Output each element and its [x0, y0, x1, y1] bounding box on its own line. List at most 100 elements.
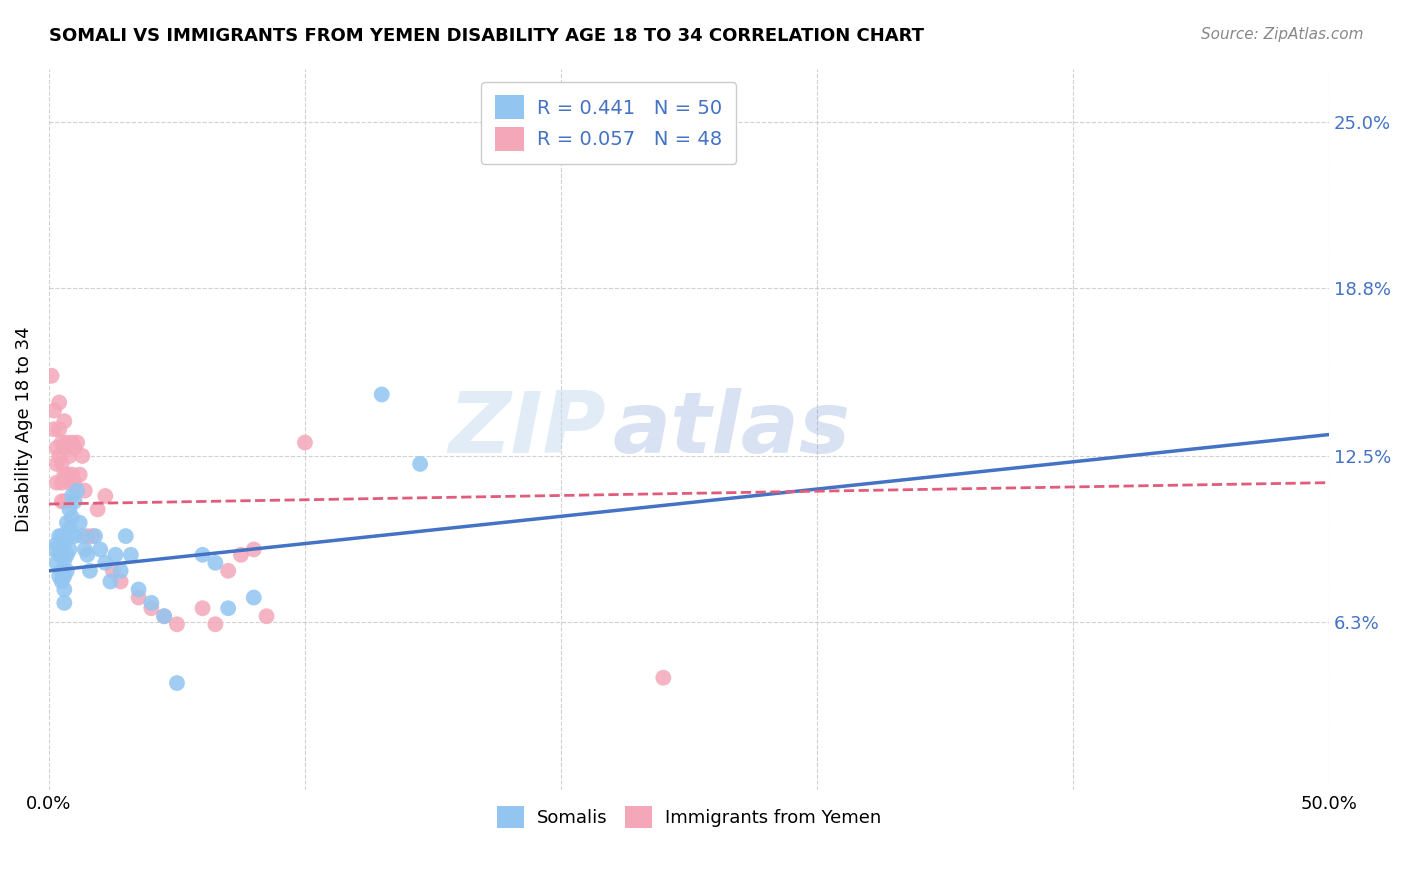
- Point: [56, 516, 79, 530]
- Point: [371, 387, 394, 401]
- Text: SOMALI VS IMMIGRANTS FROM YEMEN DISABILITY AGE 18 TO 34 CORRELATION CHART: SOMALI VS IMMIGRANTS FROM YEMEN DISABILI…: [49, 27, 924, 45]
- Point: [166, 617, 188, 632]
- Point: [45, 475, 67, 490]
- Point: [60, 435, 83, 450]
- Point: [56, 532, 79, 546]
- Point: [48, 548, 70, 562]
- Point: [409, 457, 432, 471]
- Point: [84, 529, 107, 543]
- Point: [56, 564, 79, 578]
- Legend: Somalis, Immigrants from Yemen: Somalis, Immigrants from Yemen: [489, 798, 889, 835]
- Point: [229, 548, 252, 562]
- Point: [79, 564, 101, 578]
- Point: [191, 601, 214, 615]
- Point: [70, 529, 93, 543]
- Point: [141, 601, 163, 615]
- Point: [63, 475, 86, 490]
- Point: [51, 457, 73, 471]
- Point: [191, 548, 214, 562]
- Point: [60, 510, 83, 524]
- Point: [53, 441, 76, 455]
- Point: [256, 609, 278, 624]
- Point: [45, 556, 67, 570]
- Point: [48, 449, 70, 463]
- Point: [153, 609, 176, 624]
- Point: [101, 564, 124, 578]
- Point: [217, 564, 239, 578]
- Y-axis label: Disability Age 18 to 34: Disability Age 18 to 34: [15, 326, 32, 532]
- Point: [53, 569, 76, 583]
- Point: [128, 591, 150, 605]
- Point: [73, 542, 96, 557]
- Point: [104, 548, 127, 562]
- Point: [48, 422, 70, 436]
- Point: [60, 489, 83, 503]
- Point: [63, 441, 86, 455]
- Point: [242, 591, 264, 605]
- Point: [242, 542, 264, 557]
- Point: [51, 494, 73, 508]
- Point: [100, 574, 122, 589]
- Point: [56, 548, 79, 562]
- Point: [45, 537, 67, 551]
- Point: [82, 529, 104, 543]
- Point: [63, 494, 86, 508]
- Point: [69, 467, 91, 482]
- Point: [41, 368, 63, 383]
- Point: [53, 414, 76, 428]
- Point: [51, 529, 73, 543]
- Point: [45, 457, 67, 471]
- Point: [89, 542, 111, 557]
- Point: [48, 529, 70, 543]
- Point: [53, 494, 76, 508]
- Point: [48, 569, 70, 583]
- Point: [56, 435, 79, 450]
- Point: [51, 564, 73, 578]
- Text: Source: ZipAtlas.com: Source: ZipAtlas.com: [1201, 27, 1364, 42]
- Point: [73, 483, 96, 498]
- Point: [56, 467, 79, 482]
- Point: [56, 494, 79, 508]
- Point: [53, 467, 76, 482]
- Point: [153, 609, 176, 624]
- Point: [66, 435, 89, 450]
- Point: [51, 548, 73, 562]
- Point: [58, 542, 80, 557]
- Point: [70, 449, 93, 463]
- Point: [652, 671, 675, 685]
- Text: atlas: atlas: [612, 388, 851, 471]
- Point: [53, 596, 76, 610]
- Point: [53, 582, 76, 597]
- Point: [58, 502, 80, 516]
- Point: [69, 516, 91, 530]
- Point: [58, 475, 80, 490]
- Point: [141, 596, 163, 610]
- Point: [51, 435, 73, 450]
- Point: [204, 617, 226, 632]
- Point: [42, 403, 65, 417]
- Point: [217, 601, 239, 615]
- Point: [166, 676, 188, 690]
- Point: [48, 395, 70, 409]
- Point: [42, 422, 65, 436]
- Point: [66, 483, 89, 498]
- Point: [53, 553, 76, 567]
- Point: [110, 564, 132, 578]
- Point: [94, 489, 117, 503]
- Point: [51, 574, 73, 589]
- Point: [120, 548, 142, 562]
- Text: ZIP: ZIP: [449, 388, 606, 471]
- Point: [114, 529, 136, 543]
- Point: [53, 537, 76, 551]
- Point: [86, 502, 108, 516]
- Point: [110, 574, 132, 589]
- Point: [94, 556, 117, 570]
- Point: [58, 521, 80, 535]
- Point: [294, 435, 316, 450]
- Point: [76, 548, 98, 562]
- Point: [42, 542, 65, 557]
- Point: [63, 529, 86, 543]
- Point: [128, 582, 150, 597]
- Point: [51, 475, 73, 490]
- Point: [58, 449, 80, 463]
